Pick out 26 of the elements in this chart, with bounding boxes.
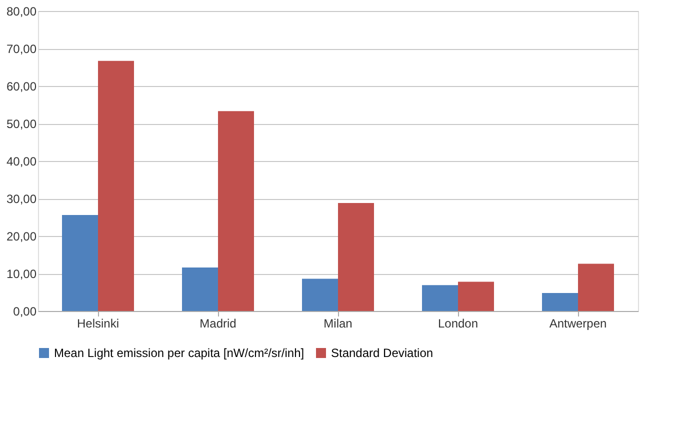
legend-label: Mean Light emission per capita [nW/cm²/sr/inh]: [54, 346, 304, 360]
bar: [302, 278, 338, 311]
x-tick-label: Madrid: [200, 316, 236, 330]
bar: [542, 293, 578, 311]
bar: [578, 264, 614, 311]
legend-label: Standard Deviation: [331, 346, 434, 360]
y-tick-label: 50,00: [6, 117, 37, 131]
y-tick-label: 40,00: [6, 154, 37, 168]
y-tick-label: 10,00: [6, 267, 37, 281]
y-tick-label: 30,00: [6, 192, 37, 206]
y-tick-label: 70,00: [6, 42, 37, 56]
x-tick-label: Milan: [324, 316, 352, 330]
x-tick-label: London: [438, 316, 478, 330]
bar: [62, 215, 98, 311]
bar: [98, 60, 134, 311]
x-tick-label: Antwerpen: [549, 316, 607, 330]
bar: [422, 285, 458, 311]
bar: [182, 268, 218, 311]
x-tick-label: Helsinki: [76, 316, 120, 330]
bar: [338, 203, 374, 311]
y-tick-label: 0,00: [13, 304, 37, 318]
y-tick-label: 20,00: [6, 230, 37, 244]
bar: [218, 111, 254, 311]
y-tick-label: 80,00: [6, 4, 37, 18]
y-tick-label: 60,00: [6, 80, 37, 94]
bar: [458, 282, 494, 311]
